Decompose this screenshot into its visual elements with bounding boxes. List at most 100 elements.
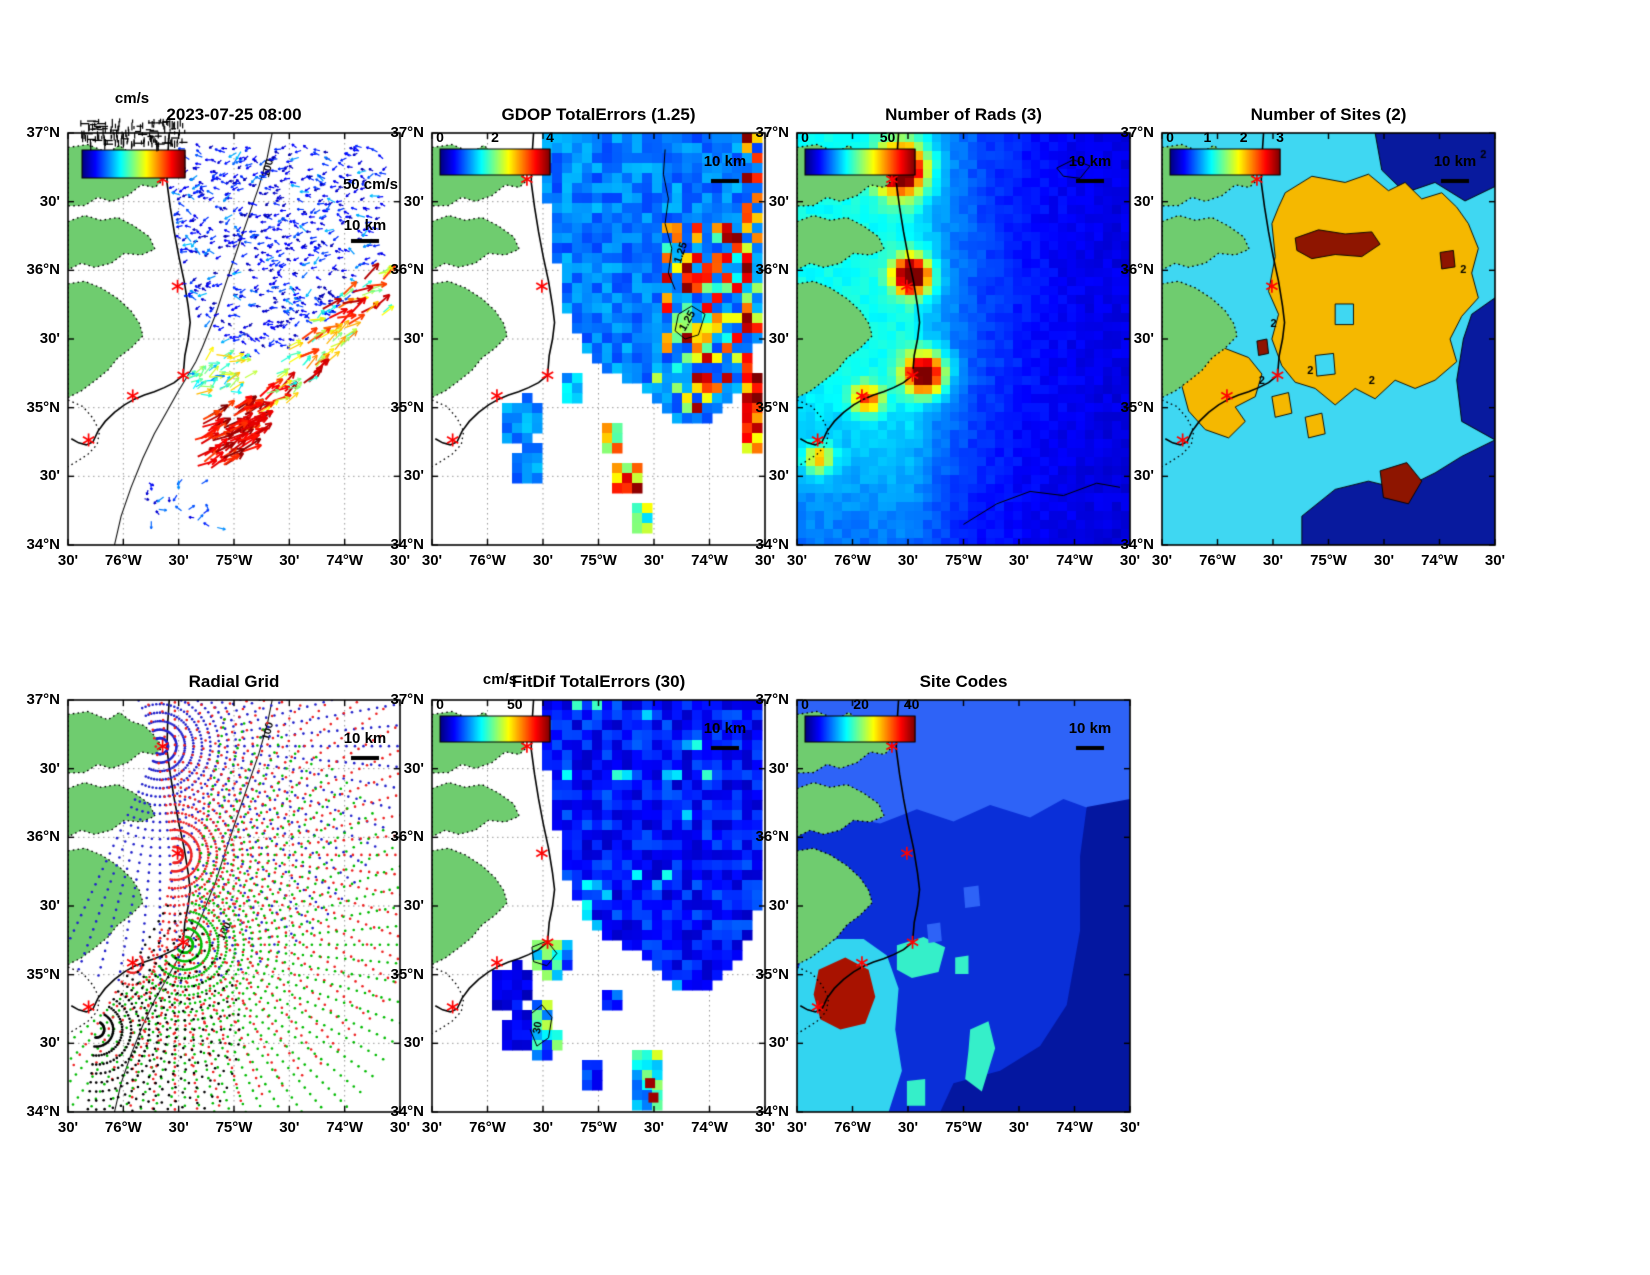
scalebar-label: 10 km xyxy=(1433,153,1477,170)
x-tick-label: 75°W xyxy=(580,552,617,569)
panel-title-num-rads: Number of Rads (3) xyxy=(885,105,1042,124)
x-tick-label: 30' xyxy=(1008,1119,1030,1136)
panel-title-fitdif: FitDif TotalErrors (30) xyxy=(511,672,686,691)
y-tick-label: 34°N xyxy=(26,536,60,553)
x-tick-label: 76°W xyxy=(469,552,506,569)
colorbar-tick-label: 0 xyxy=(436,696,444,712)
y-tick-label: 34°N xyxy=(390,536,424,553)
x-tick-label: 76°W xyxy=(104,552,142,569)
x-tick-label: 76°W xyxy=(834,552,871,569)
x-tick-label: 30' xyxy=(1119,1119,1141,1136)
panel-title-site-codes: Site Codes xyxy=(919,672,1008,691)
colorbar-tick-label: 50 xyxy=(879,129,896,145)
y-tick-label: 37°N xyxy=(1120,124,1154,141)
y-tick-label: 34°N xyxy=(390,1103,424,1120)
colorbar-tick-label: 1 xyxy=(1203,129,1212,145)
x-tick-label: 74°W xyxy=(691,552,728,569)
scalebar-label: 10 km xyxy=(703,153,747,170)
x-tick-label: 74°W xyxy=(326,552,364,569)
x-tick-label: 75°W xyxy=(945,1119,982,1136)
scalebar-label: 10 km xyxy=(703,720,747,737)
scalebar-label: 10 km xyxy=(343,217,387,234)
y-tick-label: 35°N xyxy=(1120,398,1154,416)
x-tick-label: 30' xyxy=(532,552,554,569)
x-tick-label: 30' xyxy=(754,1119,776,1136)
y-tick-label: 37°N xyxy=(755,691,789,708)
x-tick-label: 74°W xyxy=(1056,552,1093,569)
colorbar-tick-label: 0 xyxy=(801,696,809,712)
y-tick-label: 37°N xyxy=(390,691,424,708)
panel-title-gdop: GDOP TotalErrors (1.25) xyxy=(501,105,696,124)
y-tick-label: 30' xyxy=(403,330,424,347)
x-tick-label: 30' xyxy=(643,552,665,569)
y-tick-label: 35°N xyxy=(755,965,789,983)
y-tick-label: 35°N xyxy=(26,965,60,983)
y-tick-label: 30' xyxy=(1133,192,1154,210)
colorbar-tick-label: 50 xyxy=(507,696,523,712)
y-tick-label: 36°N xyxy=(755,261,789,279)
x-tick-label: 30' xyxy=(389,1119,411,1136)
y-tick-label: 30' xyxy=(403,1034,424,1052)
y-tick-label: 37°N xyxy=(26,691,60,708)
x-tick-label: 76°W xyxy=(104,1119,142,1136)
y-tick-label: 34°N xyxy=(1120,536,1154,553)
x-tick-label: 74°W xyxy=(1056,1119,1093,1136)
x-tick-label: 30' xyxy=(168,1119,189,1136)
scalebar-label: 10 km xyxy=(1068,153,1112,170)
y-tick-label: 36°N xyxy=(390,828,424,846)
x-tick-label: 30' xyxy=(897,1119,919,1136)
x-tick-label: 30' xyxy=(1484,552,1506,569)
x-tick-label: 30' xyxy=(532,1119,554,1136)
x-tick-label: 76°W xyxy=(834,1119,871,1136)
y-tick-label: 35°N xyxy=(26,398,60,416)
y-tick-label: 37°N xyxy=(26,124,60,141)
x-tick-label: 30' xyxy=(897,552,919,569)
y-tick-label: 34°N xyxy=(26,1103,60,1120)
y-tick-label: 30' xyxy=(39,330,60,347)
x-tick-label: 30' xyxy=(421,552,443,569)
colorbar-tick-label: 4 xyxy=(546,129,554,145)
colorbar-units-label-fitdif: cm/s xyxy=(482,671,518,688)
x-tick-label: 75°W xyxy=(215,552,253,569)
colorbar-tick-label: 0 xyxy=(436,129,444,145)
x-tick-label: 76°W xyxy=(1199,552,1236,569)
y-tick-label: 35°N xyxy=(390,965,424,983)
y-tick-label: 30' xyxy=(768,467,789,485)
y-tick-label: 35°N xyxy=(390,398,424,416)
y-tick-label: 30' xyxy=(39,759,60,777)
y-tick-label: 30' xyxy=(1133,467,1154,485)
panel-title-num-sites: Number of Sites (2) xyxy=(1250,105,1407,124)
x-tick-label: 30' xyxy=(786,1119,808,1136)
colorbar-tick-label: 2 xyxy=(491,129,499,145)
colorbar-tick-label: 3 xyxy=(1276,129,1284,145)
y-tick-label: 34°N xyxy=(755,536,789,553)
x-tick-label: 30' xyxy=(643,1119,665,1136)
y-tick-label: 30' xyxy=(39,897,60,914)
x-tick-label: 30' xyxy=(786,552,808,569)
x-tick-label: 74°W xyxy=(691,1119,728,1136)
colorbar-tick-label: 0 xyxy=(801,129,809,145)
y-tick-label: 30' xyxy=(403,192,424,210)
colorbar-tick-label: 0 xyxy=(1166,129,1174,145)
y-tick-label: 30' xyxy=(39,192,60,210)
x-tick-label: 74°W xyxy=(326,1119,364,1136)
y-tick-label: 30' xyxy=(768,897,789,914)
x-tick-label: 30' xyxy=(279,1119,300,1136)
x-tick-label: 75°W xyxy=(1310,552,1347,569)
scalebar-label: 10 km xyxy=(343,730,387,747)
y-tick-label: 30' xyxy=(1133,330,1154,347)
y-tick-label: 30' xyxy=(39,467,60,485)
y-tick-label: 30' xyxy=(768,1034,789,1052)
colorbar-tick-label: 40 xyxy=(903,696,920,712)
y-tick-label: 36°N xyxy=(755,828,789,846)
y-tick-label: 37°N xyxy=(755,124,789,141)
colorbar-units-label-currents: cm/s xyxy=(114,90,150,107)
x-tick-label: 74°W xyxy=(1421,552,1458,569)
x-tick-label: 30' xyxy=(168,552,189,569)
y-tick-label: 35°N xyxy=(755,398,789,416)
x-tick-label: 30' xyxy=(1008,552,1030,569)
reference-vector-label: 50 cm/s xyxy=(342,176,398,193)
x-tick-label: 30' xyxy=(1373,552,1395,569)
